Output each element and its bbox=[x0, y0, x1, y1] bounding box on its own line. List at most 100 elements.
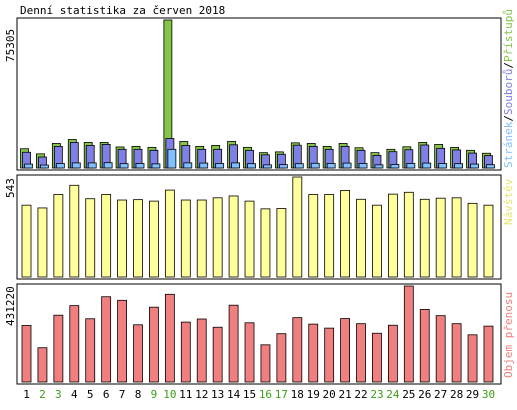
kbytes-bar bbox=[85, 318, 96, 383]
kbytes-bar bbox=[133, 324, 143, 383]
visits-panel-frame bbox=[16, 174, 502, 280]
kbytes-bar bbox=[451, 323, 462, 383]
pages-bar bbox=[342, 162, 352, 169]
legend-pages: Stránek bbox=[502, 121, 515, 168]
pages-bar bbox=[263, 164, 272, 169]
visits-bar bbox=[228, 195, 239, 278]
pages-bar bbox=[199, 162, 209, 169]
pages-bar bbox=[87, 162, 97, 169]
visits-bar bbox=[133, 199, 143, 278]
visits-bar bbox=[212, 197, 223, 278]
x-tick-label: 16 bbox=[259, 388, 272, 401]
x-tick-label: 26 bbox=[418, 388, 431, 401]
x-tick-label: 2 bbox=[39, 388, 46, 401]
pages-bar bbox=[215, 163, 225, 169]
visits-bar bbox=[308, 194, 319, 278]
kbytes-bar bbox=[117, 299, 127, 383]
kbytes-panel-frame bbox=[16, 283, 502, 385]
visits-bar bbox=[435, 197, 446, 278]
x-tick-label: 25 bbox=[402, 388, 415, 401]
x-tick-label: 12 bbox=[195, 388, 208, 401]
hits-panel-frame bbox=[16, 17, 502, 171]
x-tick-label: 29 bbox=[466, 388, 479, 401]
pages-bar bbox=[278, 164, 288, 169]
hits-panel-ymax-label: 75305 bbox=[4, 29, 17, 62]
visits-bar bbox=[276, 208, 287, 278]
visits-bar bbox=[324, 194, 335, 278]
legend-hits: Přístupů bbox=[502, 9, 515, 62]
pages-bar bbox=[71, 162, 81, 169]
visits-bar bbox=[356, 198, 366, 278]
pages-bar bbox=[151, 163, 161, 169]
x-tick-label: 6 bbox=[103, 388, 110, 401]
kbytes-bar bbox=[483, 325, 494, 383]
pages-bar bbox=[167, 148, 177, 169]
x-tick-label: 21 bbox=[338, 388, 351, 401]
legend-sep1: / bbox=[502, 115, 515, 122]
pages-bar bbox=[454, 163, 464, 169]
kbytes-bar bbox=[149, 306, 159, 383]
kbytes-bar bbox=[21, 325, 32, 383]
kbytes-panel-legend: Objem přenosu bbox=[502, 292, 515, 378]
kbytes-bar bbox=[69, 305, 80, 383]
visits-bar bbox=[340, 190, 351, 278]
pages-bar bbox=[470, 163, 479, 169]
kbytes-bar bbox=[101, 296, 112, 383]
kbytes-bar bbox=[419, 309, 430, 383]
kbytes-bar bbox=[164, 293, 175, 383]
kbytes-bar bbox=[180, 321, 191, 383]
pages-bar bbox=[326, 163, 336, 169]
kbytes-bar bbox=[308, 323, 319, 383]
kbytes-bar bbox=[324, 327, 335, 383]
x-tick-label: 1 bbox=[23, 388, 30, 401]
pages-bar bbox=[310, 162, 320, 169]
kbytes-bar bbox=[260, 344, 271, 383]
visits-bar bbox=[419, 198, 430, 278]
x-tick-label: 3 bbox=[55, 388, 62, 401]
visits-bar bbox=[403, 191, 414, 278]
bars-group bbox=[20, 19, 495, 383]
kbytes-bar bbox=[244, 322, 255, 383]
visits-bar bbox=[292, 176, 303, 278]
pages-bar bbox=[55, 163, 65, 169]
kbytes-bar bbox=[37, 347, 48, 383]
visits-panel-legend: Návštěv bbox=[502, 178, 515, 225]
x-tick-label: 17 bbox=[275, 388, 288, 401]
kbytes-bar bbox=[435, 315, 446, 383]
kbytes-bar bbox=[53, 314, 64, 383]
x-tick-label: 11 bbox=[179, 388, 192, 401]
pages-bar bbox=[374, 164, 384, 169]
x-tick-label: 8 bbox=[135, 388, 142, 401]
visits-bar bbox=[37, 207, 48, 278]
pages-bar bbox=[183, 162, 193, 169]
visits-bar bbox=[483, 204, 494, 278]
x-tick-label: 18 bbox=[291, 388, 304, 401]
visits-bar bbox=[53, 194, 64, 278]
pages-bar bbox=[438, 163, 448, 169]
x-tick-label: 15 bbox=[243, 388, 256, 401]
pages-bar bbox=[486, 164, 495, 169]
visits-bar bbox=[164, 189, 175, 278]
kbytes-bar bbox=[372, 332, 382, 383]
visits-bar bbox=[149, 200, 159, 278]
legend-files: Souborů bbox=[502, 69, 515, 115]
pages-bar bbox=[247, 163, 256, 169]
visits-bar bbox=[244, 200, 255, 278]
kbytes-bar bbox=[340, 318, 351, 383]
x-tick-label: 24 bbox=[386, 388, 400, 401]
x-axis-labels: 1 2 3 4 5 6 7 8 9 10 11 12 13 14 15 16 17 18 19 20 21 22 23 24 2… bbox=[23, 388, 495, 401]
kbytes-bar bbox=[228, 304, 239, 383]
visits-bar bbox=[372, 204, 382, 278]
hits-panel-legend: Stránek/Souborů/Přístupů bbox=[502, 9, 515, 168]
visits-bar bbox=[101, 194, 112, 278]
chart-title: Denní statistika za červen 2018 bbox=[20, 4, 225, 17]
x-tick-label: 4 bbox=[71, 388, 78, 401]
kbytes-bar bbox=[356, 323, 366, 383]
x-tick-label: 14 bbox=[227, 388, 241, 401]
pages-bar bbox=[24, 163, 33, 169]
pages-bar bbox=[103, 162, 113, 169]
visits-bar bbox=[467, 202, 478, 278]
kbytes-bar bbox=[212, 326, 223, 383]
